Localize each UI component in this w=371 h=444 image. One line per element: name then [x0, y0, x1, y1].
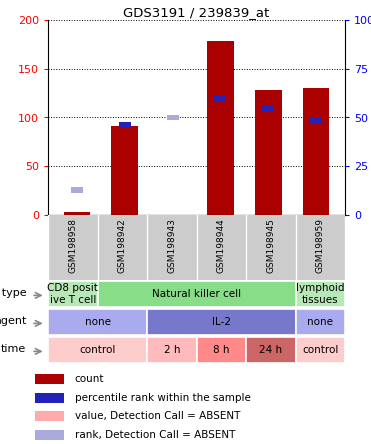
- Bar: [310, 119, 322, 124]
- Bar: [147, 337, 197, 364]
- Text: Natural killer cell: Natural killer cell: [152, 289, 241, 299]
- Bar: [111, 126, 138, 215]
- Text: GSM198958: GSM198958: [68, 218, 77, 273]
- Text: IL-2: IL-2: [212, 317, 231, 327]
- Bar: [262, 105, 274, 111]
- Bar: [295, 281, 345, 307]
- Text: GSM198944: GSM198944: [217, 218, 226, 273]
- Bar: [48, 281, 98, 307]
- Text: cell type: cell type: [0, 288, 26, 297]
- Text: GSM198959: GSM198959: [316, 218, 325, 273]
- Bar: [246, 337, 295, 364]
- Text: none: none: [85, 317, 111, 327]
- Text: 24 h: 24 h: [259, 345, 282, 355]
- Bar: [207, 41, 234, 215]
- Bar: [35, 392, 65, 403]
- Bar: [48, 337, 147, 364]
- Text: 8 h: 8 h: [213, 345, 230, 355]
- Bar: [255, 90, 282, 215]
- Bar: [48, 309, 147, 335]
- Text: agent: agent: [0, 316, 26, 325]
- Bar: [303, 88, 329, 215]
- Bar: [197, 337, 246, 364]
- Text: time: time: [1, 344, 26, 353]
- Text: value, Detection Call = ABSENT: value, Detection Call = ABSENT: [75, 411, 240, 421]
- Text: count: count: [75, 374, 104, 384]
- Bar: [35, 411, 65, 421]
- Text: none: none: [307, 317, 333, 327]
- Text: 2 h: 2 h: [164, 345, 180, 355]
- Bar: [35, 374, 65, 385]
- Title: GDS3191 / 239839_at: GDS3191 / 239839_at: [124, 6, 270, 19]
- Bar: [295, 337, 345, 364]
- Bar: [98, 281, 295, 307]
- Text: GSM198945: GSM198945: [266, 218, 275, 273]
- Bar: [119, 123, 131, 128]
- Bar: [71, 187, 83, 193]
- Text: GSM198943: GSM198943: [167, 218, 176, 273]
- Bar: [147, 309, 295, 335]
- Text: CD8 posit
ive T cell: CD8 posit ive T cell: [47, 283, 98, 305]
- Text: GSM198942: GSM198942: [118, 218, 127, 273]
- Bar: [63, 212, 90, 215]
- Text: control: control: [302, 345, 338, 355]
- Text: lymphoid
tissues: lymphoid tissues: [296, 283, 345, 305]
- Text: rank, Detection Call = ABSENT: rank, Detection Call = ABSENT: [75, 430, 235, 440]
- Bar: [295, 309, 345, 335]
- Bar: [214, 95, 226, 101]
- Text: control: control: [79, 345, 116, 355]
- Bar: [35, 430, 65, 440]
- Bar: [167, 115, 178, 120]
- Text: percentile rank within the sample: percentile rank within the sample: [75, 393, 251, 403]
